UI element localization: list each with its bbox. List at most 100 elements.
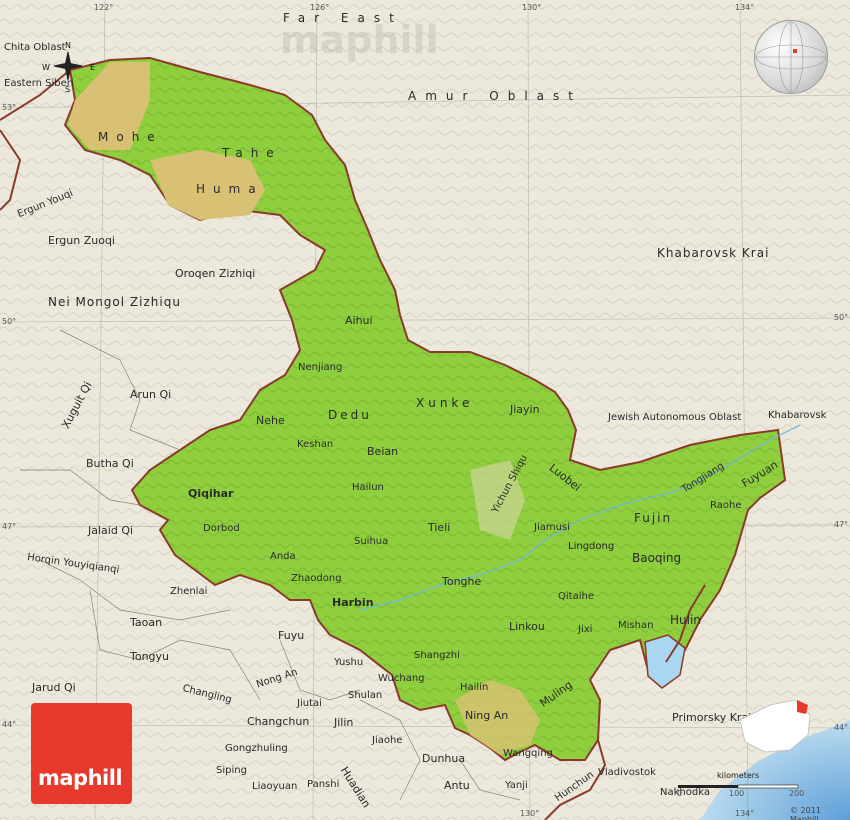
lon-label: 134°: [735, 809, 755, 818]
scale-ruler: [678, 784, 799, 789]
place-wangqing: Wangqing: [503, 748, 553, 759]
lat-label: 50°: [834, 313, 849, 322]
place-suihua: Suihua: [354, 536, 389, 547]
place-fuyu: Fuyu: [278, 629, 305, 642]
place-baoqing: Baoqing: [632, 551, 682, 565]
place-qitaihe: Qitaihe: [558, 591, 594, 602]
place-jiayin: Jiayin: [510, 403, 540, 416]
lat-label: 44°: [2, 720, 17, 729]
place-siping: Siping: [216, 765, 247, 776]
place-dunhua: Dunhua: [422, 752, 466, 765]
place-ning-an: Ning An: [465, 709, 509, 722]
place-ergun-zuoqi: Ergun Zuoqi: [48, 234, 115, 247]
place-oroqen: Oroqen Zizhiqi: [175, 267, 256, 280]
globe-location-marker: [793, 49, 797, 53]
place-huma: Huma: [196, 182, 264, 196]
place-mishan: Mishan: [618, 620, 654, 631]
place-jixi: Jixi: [578, 624, 593, 635]
place-liaoyuan: Liaoyuan: [252, 781, 298, 792]
lon-label: 126°: [310, 3, 330, 12]
place-khabarovsk: Khabarovsk: [768, 410, 827, 421]
place-keshan: Keshan: [297, 439, 334, 450]
place-xunke: Xunke: [416, 396, 474, 410]
place-tonghe: Tonghe: [442, 575, 482, 588]
copyright: © 2011 Maphill: [790, 806, 821, 820]
logo-text: maphill: [38, 766, 123, 790]
place-hailun: Hailun: [352, 482, 384, 493]
lat-label: 47°: [834, 520, 849, 529]
place-wuchang: Wuchang: [378, 673, 425, 684]
place-jiutai: Jiutai: [297, 698, 322, 709]
lon-label: 130°: [520, 809, 540, 818]
compass-e: E: [90, 63, 96, 72]
highland-south: [455, 680, 540, 755]
scale-tick: 0: [677, 789, 683, 798]
scale-tick: 200: [789, 789, 805, 798]
rivers: [359, 424, 801, 611]
place-linkou: Linkou: [509, 620, 545, 633]
highland-huma: [150, 150, 265, 220]
place-arun: Arun Qi: [130, 388, 172, 401]
place-tieli: Tieli: [428, 521, 451, 534]
sea: [700, 720, 850, 820]
place-jilin: Jilin: [334, 716, 354, 729]
region-primorsky: Primorsky Krai: [672, 711, 752, 724]
region-jewish: Jewish Autonomous Oblast: [608, 412, 742, 423]
region-nei-mongol: Nei Mongol Zizhiqu: [48, 295, 181, 309]
place-mohe: Mohe: [98, 130, 163, 144]
place-fujin: Fujin: [634, 511, 673, 525]
place-gongzhuling: Gongzhuling: [225, 743, 288, 754]
place-nehe: Nehe: [256, 414, 285, 427]
place-anda: Anda: [270, 551, 296, 562]
place-jiamusi: Jiamusi: [534, 522, 570, 533]
place-dorbod: Dorbod: [203, 523, 240, 534]
locator-globe: [754, 20, 828, 94]
globe-graticule: [755, 21, 827, 93]
region-eastern-siberia: Eastern Siberi: [4, 78, 74, 89]
place-hulin: Hulin: [670, 613, 701, 627]
lon-label: 122°: [94, 3, 114, 12]
place-yanji: Yanji: [505, 780, 528, 791]
watermark: maphill: [280, 18, 439, 62]
place-shangzhi: Shangzhi: [414, 650, 460, 661]
lon-label: 130°: [522, 3, 542, 12]
place-dedu: Dedu: [328, 408, 372, 422]
place-jarud: Jarud Qi: [32, 681, 76, 694]
lon-label: 134°: [735, 3, 755, 12]
province-relief: [65, 58, 785, 760]
region-khabarovsk-krai: Khabarovsk Krai: [657, 246, 770, 260]
highland-mohe: [68, 62, 150, 150]
place-changchun: Changchun: [247, 715, 310, 728]
lat-label: 44°: [834, 723, 849, 732]
place-nakhodka: Nakhodka: [660, 787, 710, 798]
place-taoan: Taoan: [130, 616, 163, 629]
place-hailin: Hailin: [460, 682, 489, 693]
place-vladivostok: Vladivostok: [598, 767, 656, 778]
place-jalaid: Jalaid Qi: [88, 524, 134, 537]
lat-label: 53°: [2, 103, 17, 112]
scale-tick: 100: [729, 789, 745, 798]
lat-label: 50°: [2, 317, 17, 326]
compass-w: W: [42, 63, 50, 72]
maphill-logo[interactable]: maphill: [31, 703, 132, 804]
region-far-east: Far East: [283, 11, 403, 25]
place-butha: Butha Qi: [86, 457, 134, 470]
place-jiaohe: Jiaohe: [372, 735, 403, 746]
place-qiqihar: Qiqihar: [188, 487, 234, 500]
place-yushu: Yushu: [334, 657, 364, 668]
compass-n: N: [65, 41, 71, 50]
place-beian: Beian: [367, 445, 399, 458]
place-shulan: Shulan: [348, 690, 383, 701]
place-tongyu: Tongyu: [130, 650, 170, 663]
place-tahe: Tahe: [222, 146, 282, 160]
region-amur: Amur Oblast: [408, 89, 582, 103]
place-nenjiang: Nenjiang: [298, 362, 343, 373]
place-antu: Antu: [444, 779, 470, 792]
place-panshi: Panshi: [307, 779, 340, 790]
compass-s: S: [65, 85, 71, 94]
place-harbin: Harbin: [332, 596, 374, 609]
scale-title: kilometers: [717, 771, 760, 780]
place-lingdong: Lingdong: [568, 541, 615, 552]
